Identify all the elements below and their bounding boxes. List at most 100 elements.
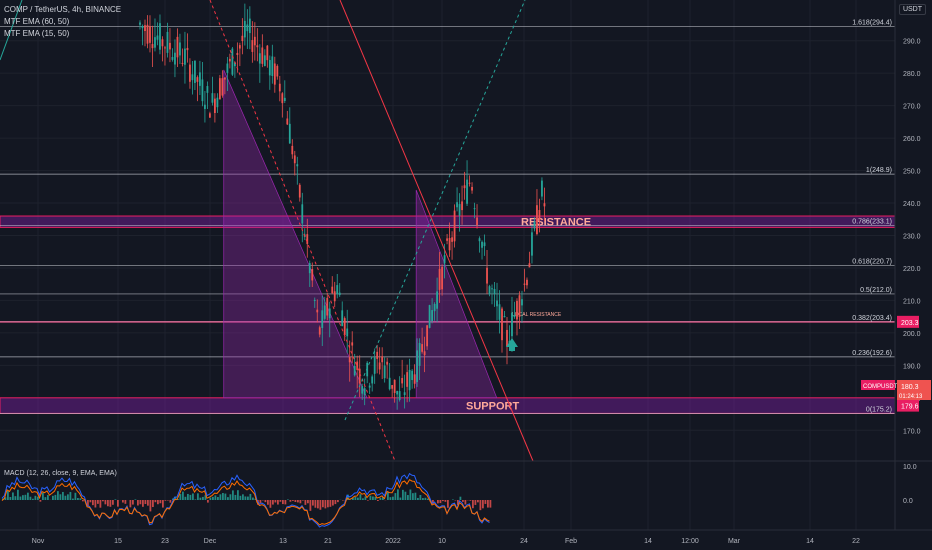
macd-histogram-bar (169, 500, 172, 503)
macd-histogram-bar (287, 499, 289, 500)
macd-histogram-bar (279, 500, 282, 502)
candle-body (458, 204, 461, 216)
candle-body (536, 205, 538, 235)
macd-histogram-bar (102, 500, 104, 502)
macd-histogram-bar (19, 496, 22, 500)
triangle-pattern-1 (223, 69, 368, 399)
candle-body (398, 391, 401, 400)
macd-histogram-bar (37, 496, 39, 500)
macd-histogram-bar (239, 495, 242, 500)
candle-body (253, 36, 256, 46)
macd-histogram-bar (472, 500, 474, 509)
macd-histogram-bar (379, 497, 382, 500)
symbol-tag: COMPUSDT (863, 384, 898, 390)
candle-body (154, 37, 156, 48)
x-tick-label: 13 (279, 538, 287, 545)
macd-histogram-bar (397, 489, 399, 500)
candle-body (488, 286, 491, 294)
triangle-pattern-2 (415, 189, 498, 399)
candle-body (538, 210, 541, 220)
candle-body (463, 185, 466, 189)
candle-body (411, 370, 414, 381)
macd-histogram-bar (367, 500, 369, 501)
macd-histogram-bar (92, 500, 94, 506)
macd-histogram-bar (409, 489, 412, 500)
macd-histogram-bar (372, 496, 374, 500)
macd-histogram-bar (419, 494, 422, 500)
candle-body (531, 232, 533, 256)
x-tick-label: 14 (806, 538, 814, 545)
candle-body (209, 113, 211, 118)
candle-body (471, 186, 473, 191)
candle-body (338, 292, 341, 296)
candle-body (201, 79, 204, 102)
candle-body (476, 217, 478, 226)
candle-body (418, 342, 421, 366)
macd-histogram-bar (22, 495, 24, 500)
macd-histogram-bar (307, 500, 309, 504)
candle-body (166, 31, 169, 53)
candle-body (266, 45, 269, 61)
price-axis[interactable]: 170.0180.0190.0200.0210.0220.0230.0240.0… (861, 0, 931, 530)
macd-histogram-bar (44, 497, 47, 500)
macd-histogram-bar (24, 494, 27, 500)
macd-histogram-bar (369, 495, 372, 500)
macd-histogram-bar (404, 491, 407, 500)
x-tick-label: 15 (114, 538, 122, 545)
candle-body (223, 77, 226, 80)
candle-body (413, 374, 416, 384)
candle-body (433, 303, 436, 312)
candle-body (466, 179, 468, 204)
macd-histogram-bar (394, 493, 397, 500)
fib-label: 0.5(212.0) (860, 287, 892, 294)
candle-body (144, 25, 146, 31)
candle-body (316, 309, 319, 313)
candle-body (453, 210, 456, 242)
signal-line (1, 479, 490, 526)
candle-body (483, 242, 486, 247)
macd-histogram-bar (189, 494, 192, 500)
candle-body (181, 62, 184, 64)
macd-histogram-bar (87, 500, 89, 506)
candle-body (381, 356, 384, 363)
macd-histogram-bar (42, 492, 44, 500)
macd-histogram-bar (192, 493, 194, 500)
macd-histogram-bar (309, 500, 312, 511)
candle-body (498, 304, 501, 320)
candle-body (383, 365, 386, 379)
macd-histogram-bar (414, 492, 417, 500)
y-tick-label: 230.0 (903, 233, 921, 240)
candle-body (363, 388, 366, 395)
candle-body (206, 86, 209, 93)
macd-histogram-bar (187, 493, 189, 500)
trendline-red (339, 0, 534, 462)
macd-histogram-bar (199, 497, 202, 500)
candle-body (216, 97, 219, 108)
candle-body (313, 299, 316, 301)
candle-body (521, 299, 523, 306)
macd-histogram-bar (152, 500, 154, 508)
macd-histogram-bar (99, 500, 102, 508)
indicator-ema-60: MTF EMA (60, 50) (4, 17, 70, 26)
candle-body (226, 63, 229, 73)
macd-histogram-bar (479, 500, 482, 511)
macd-histogram-bar (59, 494, 62, 500)
macd-histogram-bar (269, 500, 272, 508)
price-tag-bg (897, 315, 919, 328)
candle-body (523, 283, 526, 285)
currency-badge[interactable]: USDT (898, 4, 926, 15)
candle-body (446, 238, 448, 241)
time-axis[interactable]: Nov 15 23 Dec 13 21 2022 10 24 Feb 14 12:00 Mar 14 22 (0, 529, 932, 545)
macd-histogram-bar (209, 497, 212, 500)
grid (0, 0, 895, 530)
candle-body (518, 295, 521, 317)
macd-histogram-bar (477, 500, 479, 503)
macd-histogram-bar (294, 500, 297, 502)
macd-histogram-bar (17, 489, 19, 500)
macd-histogram-bar (417, 497, 419, 500)
candle-body (151, 44, 154, 49)
trendline-green-dashed (344, 0, 526, 421)
macd-histogram-bar (97, 500, 99, 504)
candle-body (478, 238, 481, 242)
